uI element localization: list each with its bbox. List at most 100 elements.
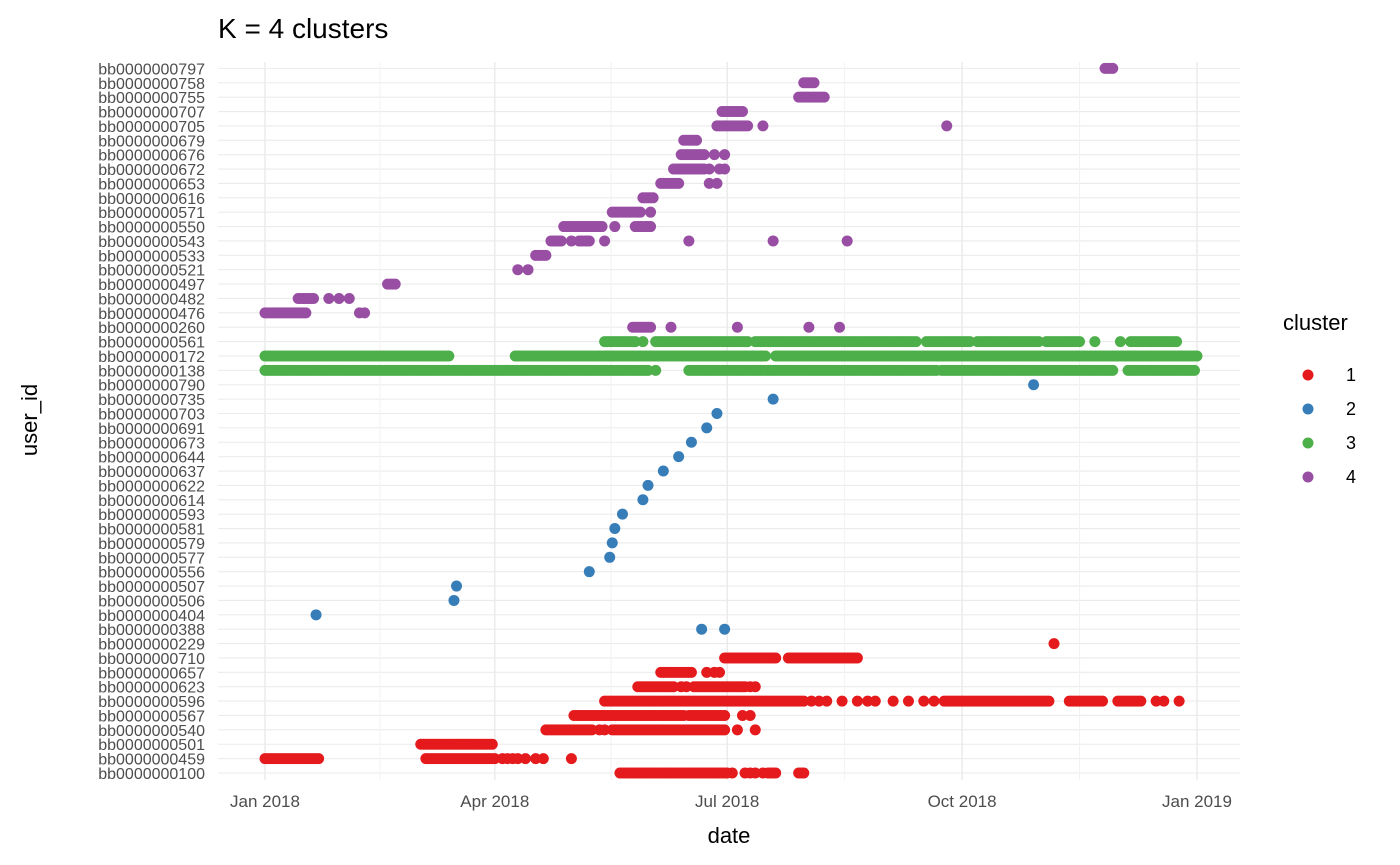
y-tick-label: bb0000000260	[98, 320, 205, 337]
data-point	[757, 120, 769, 132]
data-point	[731, 724, 743, 736]
data-point	[555, 235, 567, 247]
data-point	[813, 695, 825, 707]
y-tick-label: bb0000000579	[98, 536, 205, 553]
data-point	[767, 235, 779, 247]
y-tick-label: bb0000000388	[98, 622, 205, 639]
data-point	[389, 278, 401, 290]
y-tick-label: bb0000000404	[98, 608, 205, 625]
y-tick-label: bb0000000507	[98, 579, 205, 596]
data-point	[749, 681, 761, 693]
y-tick-label: bb0000000703	[98, 407, 205, 424]
data-point	[637, 336, 649, 348]
y-tick-label: bb0000000561	[98, 335, 205, 352]
data-point	[583, 566, 595, 578]
x-tick-label: Oct 2018	[928, 792, 997, 811]
y-tick-label: bb0000000644	[98, 450, 205, 467]
y-tick-label: bb0000000540	[98, 723, 205, 740]
legend-key-cluster-3	[1302, 437, 1314, 449]
data-point	[540, 249, 552, 261]
data-point	[708, 149, 720, 161]
x-tick-label: Jan 2018	[230, 792, 300, 811]
data-point	[836, 695, 848, 707]
data-point	[851, 695, 863, 707]
data-point	[596, 221, 608, 233]
data-point	[637, 494, 649, 506]
y-tick-label: bb0000000577	[98, 550, 205, 567]
y-tick-label: bb0000000657	[98, 665, 205, 682]
data-point	[928, 695, 940, 707]
data-point	[359, 307, 371, 319]
data-point	[1188, 364, 1200, 376]
y-tick-label: bb0000000790	[98, 378, 205, 395]
y-tick-label: bb0000000679	[98, 133, 205, 150]
data-point	[685, 436, 697, 448]
data-point	[313, 753, 325, 765]
y-tick-label: bb0000000637	[98, 464, 205, 481]
data-point	[323, 292, 335, 304]
legend-title: cluster	[1283, 310, 1348, 335]
data-point	[902, 695, 914, 707]
data-point	[701, 666, 713, 678]
data-point	[767, 393, 779, 405]
data-point	[443, 350, 455, 362]
data-point	[719, 724, 731, 736]
data-point	[841, 235, 853, 247]
data-point	[647, 192, 659, 204]
x-tick-label: Apr 2018	[460, 792, 529, 811]
data-point	[606, 537, 618, 549]
data-point	[869, 695, 881, 707]
y-tick-label: bb0000000229	[98, 637, 205, 654]
data-point	[685, 666, 697, 678]
data-point	[683, 235, 695, 247]
x-axis-title: date	[708, 823, 751, 848]
data-point	[451, 580, 463, 592]
data-point	[1107, 62, 1119, 74]
y-tick-label: bb0000000497	[98, 277, 205, 294]
data-point	[714, 666, 726, 678]
data-point	[711, 408, 723, 419]
data-point	[1135, 695, 1147, 707]
data-point	[616, 508, 628, 520]
data-point	[691, 134, 703, 146]
data-point	[343, 292, 355, 304]
data-point	[629, 336, 641, 348]
data-point	[486, 738, 498, 750]
data-point	[918, 695, 930, 707]
data-point	[805, 695, 817, 707]
data-point	[512, 753, 524, 765]
y-tick-label: bb0000000138	[98, 363, 205, 380]
data-point	[673, 177, 685, 189]
data-point	[719, 163, 731, 175]
data-point	[1107, 364, 1119, 376]
y-tick-label: bb0000000501	[98, 737, 205, 754]
data-point	[665, 321, 677, 333]
data-point	[887, 695, 899, 707]
y-tick-label: bb0000000623	[98, 680, 205, 697]
y-axis-tick-labels: bb0000000100bb0000000459bb0000000501bb00…	[98, 61, 205, 783]
y-tick-label: bb0000000705	[98, 119, 205, 136]
data-point	[798, 767, 810, 779]
data-point	[744, 709, 756, 721]
y-tick-label: bb0000000533	[98, 248, 205, 265]
data-point	[770, 767, 782, 779]
data-point	[1097, 695, 1109, 707]
data-point	[599, 235, 611, 247]
y-tick-label: bb0000000521	[98, 263, 205, 280]
data-point	[1048, 638, 1060, 650]
data-point	[300, 307, 312, 319]
data-point	[448, 594, 460, 606]
chart-title: K = 4 clusters	[218, 13, 388, 44]
x-tick-label: Jul 2018	[695, 792, 759, 811]
data-point	[310, 609, 322, 621]
data-point	[599, 724, 611, 736]
y-tick-label: bb0000000710	[98, 651, 205, 668]
y-tick-label: bb0000000100	[98, 766, 205, 783]
data-point	[537, 753, 549, 765]
legend-label-cluster-4: 4	[1346, 467, 1356, 487]
data-point	[808, 77, 820, 89]
data-point	[1028, 379, 1040, 391]
data-point	[818, 91, 830, 103]
legend-key-cluster-1	[1302, 369, 1314, 381]
